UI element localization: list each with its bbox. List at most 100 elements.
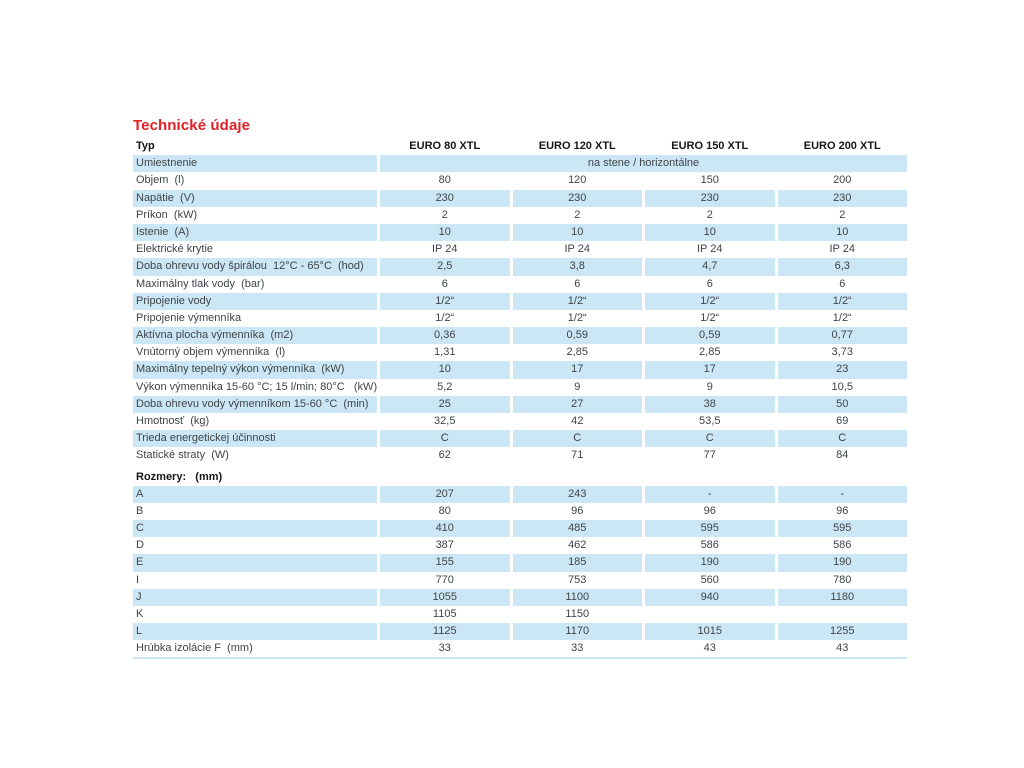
- cell-value: 6,3: [774, 258, 908, 276]
- cell-value: 62: [377, 447, 510, 465]
- cell-value: IP 24: [642, 241, 775, 259]
- cell-value: 1/2“: [774, 309, 908, 328]
- cell-value: 1170: [509, 623, 643, 641]
- table-row: J 1055 1100 940 1180: [133, 588, 908, 606]
- cell-value: IP 24: [377, 241, 510, 259]
- table-row: Napätie (V) 230 230 230 230: [133, 189, 907, 207]
- row-label: Trieda energetickej účinnosti: [136, 432, 276, 445]
- table-row: L 1125 1170 1015 1255: [133, 623, 908, 641]
- cell-value: 38: [642, 395, 775, 413]
- row-label: C: [136, 521, 144, 534]
- cell-value: 17: [509, 361, 643, 379]
- table-row: Hmotnosť (kg) 32,5 42 53,5 69: [133, 413, 908, 431]
- cell-value: 1/2“: [377, 292, 510, 310]
- cell-value: 190: [642, 554, 775, 572]
- table-row: K 1105 1150: [133, 605, 908, 624]
- cell-value: 84: [774, 447, 908, 465]
- row-label: E: [136, 556, 144, 569]
- cell-value: 53,5: [642, 413, 775, 431]
- cell-value: 1105: [377, 605, 510, 624]
- row-label: D: [136, 539, 144, 552]
- row-label: Maximálny tepelný výkon výmenníka (kW): [136, 363, 345, 376]
- spec-table: Typ EURO 80 XTL EURO 120 XTL EURO 150 XT…: [133, 138, 908, 660]
- row-label: Maximálny tlak vody (bar): [136, 277, 265, 290]
- cell-value: 1/2“: [642, 292, 775, 310]
- cell-value: IP 24: [774, 241, 908, 259]
- cell-value: -: [774, 485, 908, 503]
- table-row: I 770 753 560 780: [133, 571, 908, 589]
- table-row: B 80 96 96 96: [133, 502, 907, 520]
- cell-value: 3,73: [774, 344, 908, 362]
- row-label: Napätie (V): [136, 191, 195, 204]
- cell-value: 1125: [377, 623, 510, 641]
- cell-value: 1/2“: [509, 309, 643, 328]
- cell-value: 230: [377, 189, 510, 207]
- cell-value: 1150: [509, 605, 643, 624]
- cell-value: 0,59: [642, 327, 775, 345]
- cell-value: 1/2“: [509, 292, 643, 310]
- cell-value: 9: [509, 378, 643, 396]
- table-row: Pripojenie výmenníka 1/2“ 1/2“ 1/2“ 1/2“: [133, 309, 908, 328]
- cell-value: 200: [774, 172, 908, 190]
- table-row: Hrúbka izolácie F (mm) 33 33 43 43: [133, 640, 907, 658]
- cell-value: 69: [774, 413, 908, 431]
- cell-value: 9: [642, 378, 775, 396]
- cell-value: 1/2“: [774, 292, 908, 310]
- row-label: A: [136, 487, 144, 500]
- cell-value: 1180: [774, 588, 908, 606]
- spec-table-body: Umiestnenie na stene / horizontálne Objem …: [133, 155, 908, 658]
- row-label: B: [136, 504, 144, 517]
- header-column-euro-150-xtl: EURO 150 XTL: [671, 140, 749, 152]
- cell-value: 43: [642, 640, 775, 658]
- cell-value: 780: [774, 571, 908, 589]
- header-column-euro-80-xtl: EURO 80 XTL: [409, 140, 481, 152]
- cell-value: 1,31: [377, 344, 510, 362]
- cell-value: 71: [509, 447, 643, 465]
- table-header-row: Typ EURO 80 XTL EURO 120 XTL EURO 150 XT…: [133, 138, 907, 155]
- row-label: Objem (l): [136, 174, 185, 187]
- cell-value: 3,8: [509, 258, 643, 276]
- cell-value: 1255: [774, 623, 908, 641]
- row-label: Vnútorný objem výmenníka (l): [136, 346, 286, 359]
- table-row: Trieda energetickej účinnosti C C C C: [133, 430, 908, 448]
- table-row: Doba ohrevu vody výmenníkom 15-60 °C (mi…: [133, 395, 908, 413]
- cell-value: 462: [509, 537, 643, 555]
- table-row: E 155 185 190 190: [133, 554, 908, 572]
- cell-value: 230: [509, 189, 643, 207]
- cell-value: 27: [509, 395, 643, 413]
- table-row: Vnútorný objem výmenníka (l) 1,31 2,85 2,85…: [133, 344, 908, 362]
- table-row: C 410 485 595 595: [133, 519, 907, 538]
- cell-value: 32,5: [377, 413, 510, 431]
- cell-value: [774, 605, 908, 624]
- cell-value: 190: [774, 554, 908, 572]
- cell-value: 120: [509, 172, 643, 190]
- row-label: Pripojenie vody: [136, 294, 212, 307]
- table-row: Objem (l) 80 120 150 200: [133, 172, 908, 190]
- table-row: D 387 462 586 586: [133, 537, 907, 555]
- cell-value: 185: [509, 554, 643, 572]
- cell-value: 207: [377, 485, 510, 503]
- row-label: Hmotnosť (kg): [136, 415, 210, 427]
- row-label: J: [136, 590, 142, 603]
- row-label: I: [136, 573, 140, 586]
- cell-value: C: [774, 430, 908, 448]
- cell-value: 96: [509, 502, 643, 520]
- cell-value: 387: [377, 537, 510, 555]
- cell-value: 0,77: [774, 327, 908, 345]
- cell-value: 2: [642, 206, 775, 224]
- cell-value: 753: [509, 571, 643, 589]
- header-type-label: Typ: [136, 140, 155, 152]
- cell-value: 6: [509, 275, 643, 293]
- cell-value: 1/2“: [377, 309, 510, 328]
- cell-value: 230: [642, 189, 775, 207]
- page-title: Technické údaje: [133, 117, 251, 134]
- table-row: Maximálny tlak vody (bar) 6 6 6 6: [133, 275, 907, 293]
- cell-value: 33: [509, 640, 643, 658]
- row-label: Hrúbka izolácie F (mm): [136, 642, 253, 655]
- cell-value: 10: [774, 223, 908, 242]
- cell-value: 5,2: [377, 378, 510, 396]
- cell-value: 80: [377, 502, 510, 520]
- merged-value: na stene / horizontálne: [377, 155, 907, 173]
- cell-value: 50: [774, 395, 908, 413]
- cell-value: 155: [377, 554, 510, 572]
